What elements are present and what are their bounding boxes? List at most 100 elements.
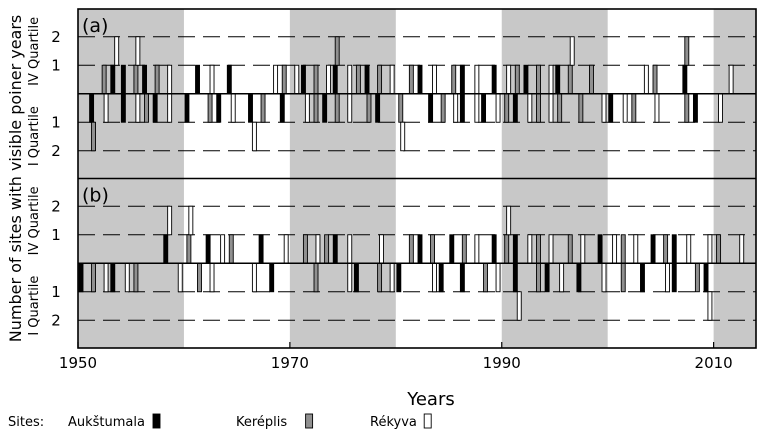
bar-upper-auktumala-2006 (671, 234, 677, 264)
bar-upper-auktumala-1989 (491, 64, 497, 95)
bar-lower-auktumala-1966 (248, 93, 253, 123)
bar-lower-rkyva-2009 (707, 291, 713, 321)
bar-upper-auktumala-1961 (195, 64, 200, 95)
quartile-label-i: I Quartile (27, 276, 42, 336)
y-tick-label: 2 (51, 142, 61, 160)
bar-lower-rkyva-1964 (230, 93, 236, 123)
bar-lower-kerplis-1980 (398, 93, 404, 123)
bar-lower-auktumala-2008 (692, 93, 698, 123)
bar-upper-rkyva-1996 (569, 36, 575, 66)
bar-upper-rkyva-1978 (379, 234, 384, 264)
panel-tag: (a) (82, 15, 108, 37)
bar-lower-rkyva-1979 (389, 262, 395, 293)
bar-lower-rkyva-1995 (559, 262, 565, 293)
bar-lower-rkyva-2010 (718, 93, 723, 123)
y-tick-label: 1 (51, 56, 61, 74)
bar-lower-rkyva-1975 (347, 262, 353, 293)
bar-lower-auktumala-1950 (78, 262, 84, 293)
bar-upper-kerplis-1971 (302, 234, 308, 264)
axis-and-panel-labels: 2 1 1 2 IV Quartile I Quartile (a) 2 1 1 2 IV Quart… (6, 15, 733, 410)
bar-upper-kerplis-1960 (186, 234, 192, 264)
bar-upper-rkyva-2012 (739, 234, 745, 264)
legend-label-2: Rékyva (370, 415, 417, 430)
bar-lower-rkyva-1955 (135, 93, 141, 123)
bar-lower-auktumala-1963 (216, 93, 222, 123)
bar-lower-rkyva-1971 (304, 93, 310, 123)
bar-lower-auktumala-1991 (512, 262, 518, 293)
bar-lower-rkyva-1994 (548, 93, 554, 123)
y-tick-label: 1 (51, 283, 61, 301)
bar-upper-rkyva-1983 (432, 64, 437, 95)
bar-lower-rkyva-1958 (167, 93, 173, 123)
x-axis-title: Years (406, 389, 455, 410)
bar-lower-auktumala-1957 (152, 93, 158, 123)
bar-lower-rkyva-1989 (495, 262, 501, 293)
bar-lower-kerplis-1984 (440, 93, 446, 123)
bar-lower-auktumala-1994 (544, 262, 550, 293)
x-tick-label: 2010 (695, 354, 733, 372)
bar-upper-rkyva-1987 (474, 234, 480, 264)
bar-upper-kerplis-1981 (408, 64, 414, 95)
bar-upper-rkyva-1963 (220, 234, 226, 264)
bar-lower-auktumala-2006 (671, 262, 677, 293)
quartile-label-iv: IV Quartile (27, 17, 42, 86)
bar-upper-auktumala-1982 (417, 234, 423, 264)
bar-lower-rkyva-1952 (103, 93, 109, 123)
bar-lower-auktumala-1978 (375, 93, 381, 123)
bar-upper-auktumala-2004 (650, 234, 656, 264)
bar-upper-auktumala-1964 (226, 64, 232, 95)
bar-upper-auktumala-1992 (523, 64, 529, 95)
bar-lower-rkyva-1983 (432, 262, 437, 293)
bar-upper-kerplis-1985 (451, 64, 457, 95)
bar-lower-auktumala-1980 (396, 262, 402, 293)
bar-lower-kerplis-1974 (334, 93, 340, 123)
bar-lower-auktumala-2003 (640, 262, 645, 293)
bar-upper-rkyva-2007 (686, 234, 692, 264)
bar-upper-rkyva-1962 (209, 64, 215, 95)
bar-upper-auktumala-1953 (110, 64, 116, 95)
bar-upper-auktumala-1995 (555, 64, 561, 95)
bar-upper-auktumala-1982 (417, 64, 423, 95)
bar-lower-rkyva-1975 (347, 93, 353, 123)
bar-upper-kerplis-1996 (567, 64, 573, 95)
bar-lower-auktumala-1988 (481, 93, 487, 123)
bar-upper-rkyva-1975 (347, 64, 353, 95)
bar-lower-auktumala-1976 (353, 262, 359, 293)
legend-label-1: Keréplis (236, 415, 287, 430)
bar-upper-auktumala-1999 (597, 234, 603, 264)
bar-lower-rkyva-1952 (103, 262, 109, 293)
bar-lower-rkyva-1962 (209, 262, 215, 293)
bar-lower-rkyva-1991 (516, 291, 522, 321)
bar-lower-kerplis-2001 (620, 262, 626, 293)
bar-lower-auktumala-1986 (459, 262, 465, 293)
legend-swatch-1 (305, 413, 314, 429)
bar-upper-rkyva-2009 (707, 234, 713, 264)
bar-upper-kerplis-2004 (652, 64, 658, 95)
bar-upper-rkyva-1990 (506, 205, 512, 236)
bar-lower-kerplis-1961 (197, 262, 202, 293)
bar-lower-rkyva-1992 (527, 93, 533, 123)
bar-upper-kerplis-1993 (536, 234, 541, 264)
bar-upper-kerplis-1990 (504, 234, 510, 264)
bar-upper-kerplis-1952 (101, 64, 107, 95)
bar-lower-kerplis-1977 (366, 93, 372, 123)
bar-lower-rkyva-1989 (495, 93, 501, 123)
bar-lower-kerplis-1955 (133, 262, 139, 293)
x-tick-label: 1970 (271, 354, 309, 372)
bar-upper-auktumala-1991 (512, 234, 518, 264)
bar-lower-auktumala-1986 (459, 93, 465, 123)
bar-upper-kerplis-1998 (589, 64, 594, 95)
bar-upper-auktumala-1989 (491, 234, 497, 264)
bar-lower-rkyva-1987 (474, 93, 480, 123)
bar-upper-kerplis-1996 (567, 234, 573, 264)
bar-upper-kerplis-1983 (430, 234, 435, 264)
bar-lower-rkyva-1966 (251, 121, 257, 152)
bar-lower-rkyva-1999 (601, 93, 607, 123)
bar-upper-rkyva-1972 (315, 234, 321, 264)
bar-upper-auktumala-1986 (459, 64, 465, 95)
bar-lower-kerplis-1993 (536, 262, 541, 293)
bar-upper-auktumala-1967 (258, 234, 264, 264)
bar-upper-auktumala-1958 (163, 234, 169, 264)
plot-frame (77, 8, 757, 349)
